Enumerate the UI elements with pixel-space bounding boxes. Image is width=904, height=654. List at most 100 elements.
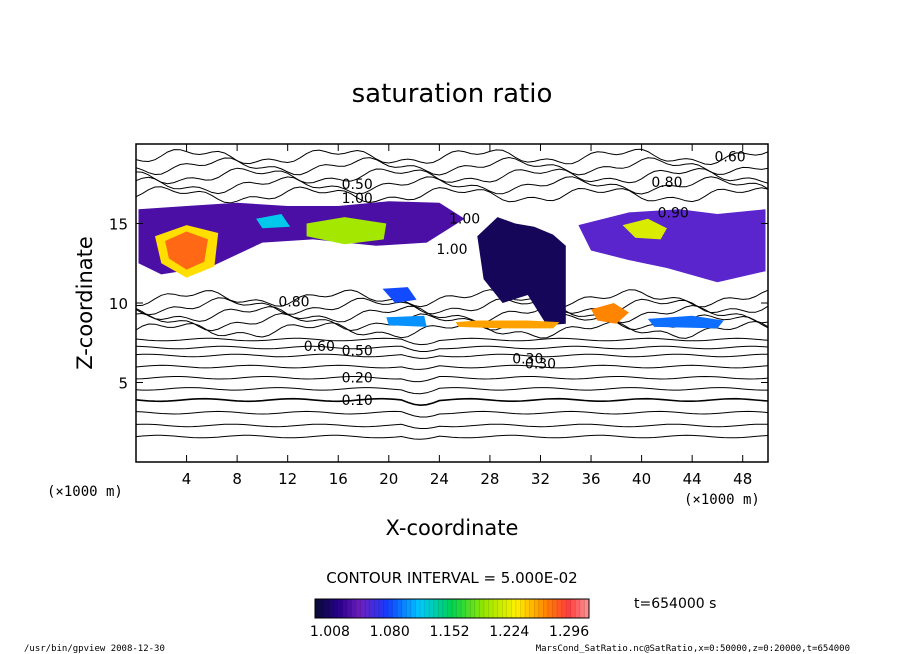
colorbar-cell (438, 599, 444, 618)
contour-line (136, 434, 768, 440)
colorbar-cell (520, 599, 526, 618)
colorbar-cell (374, 599, 380, 618)
contour-line (136, 186, 768, 204)
contour-line (136, 148, 768, 166)
colorbar-cell (525, 599, 530, 618)
y-axis-label: Z-coordinate (73, 236, 97, 370)
x-tick-label: 4 (182, 470, 192, 488)
colorbar-cell (488, 599, 494, 618)
contour-lines (136, 148, 768, 440)
footer-right: MarsCond_SatRatio.nc@SatRatio,x=0:50000,… (536, 644, 850, 654)
colorbar-cell (383, 599, 389, 618)
fill-region (647, 315, 724, 329)
colorbar-cell (511, 599, 517, 618)
contour-label: 0.60 (304, 339, 335, 355)
colorbar-cell (579, 599, 585, 618)
y-tick-label: 10 (109, 295, 128, 313)
colorbar-cell (429, 599, 435, 618)
colorbar-cell (410, 599, 416, 618)
colorbar-cell (433, 599, 439, 618)
fill-region (455, 320, 560, 329)
contour-line (136, 167, 768, 185)
y-unit-label: (×1000 m) (47, 484, 123, 500)
footer-left: /usr/bin/gpview 2008-12-30 (24, 644, 165, 654)
contour-label: 0.80 (651, 175, 682, 191)
colorbar-cell (360, 599, 366, 618)
colorbar-cell (401, 599, 407, 618)
colorbar-cell (497, 599, 503, 618)
colorbar-cell (479, 599, 485, 618)
colorbar-cell (424, 599, 430, 618)
colorbar-cell (442, 599, 448, 618)
x-tick-label: 48 (733, 470, 752, 488)
x-tick-label: 32 (531, 470, 550, 488)
colorbar-cell (392, 599, 398, 618)
contour-label: 1.00 (436, 242, 467, 258)
x-tick-label: 24 (430, 470, 449, 488)
contour-line (136, 176, 768, 195)
colorbar-cell (557, 599, 562, 618)
contour-line (136, 304, 768, 324)
colorbar-cell (534, 599, 540, 618)
x-tick-label: 8 (232, 470, 242, 488)
x-tick-label: 12 (278, 470, 297, 488)
colorbar-cell (502, 599, 508, 618)
colorbar-tick-label: 1.224 (489, 624, 529, 640)
colorbar-cell (474, 599, 480, 618)
colorbar-cell (328, 599, 334, 618)
contour-label: 0.90 (658, 205, 689, 221)
colorbar-cell (493, 599, 498, 618)
chart-title: saturation ratio (352, 79, 553, 109)
contour-label: 0.50 (342, 344, 373, 360)
contour-line (136, 320, 768, 339)
contour-line (136, 297, 768, 316)
contour-line (136, 423, 768, 429)
colorbar-cell (465, 599, 471, 618)
colorbar-cell (566, 599, 572, 618)
colorbar-cell (561, 599, 567, 618)
plot-area: 0.10 0.20 0.30 0.50 0.60 0.30 0.80 0.80 0.90 0.60… (136, 148, 768, 440)
fill-region (306, 217, 387, 245)
x-tick-label: 16 (329, 470, 348, 488)
colorbar-cell (388, 599, 393, 618)
colorbar-cell (415, 599, 421, 618)
colorbar-cell (319, 599, 325, 618)
colorbar-tick-label: 1.080 (370, 624, 410, 640)
y-tick-label: 15 (109, 216, 128, 234)
fill-region (138, 201, 465, 275)
colorbar-cell (506, 599, 512, 618)
colorbar-cell (342, 599, 348, 618)
colorbar-cell (470, 599, 476, 618)
colorbar-cell (515, 599, 521, 618)
colorbar-cell (538, 599, 544, 618)
contour-line (136, 353, 768, 359)
colorbar-cell (552, 599, 558, 618)
contour-label: 0.30 (512, 352, 543, 368)
x-tick-label: 28 (480, 470, 499, 488)
colorbar-tick-label: 1.152 (429, 624, 469, 640)
colorbar-frame (314, 598, 590, 619)
fill-region (386, 315, 427, 327)
colorbar-cell (575, 599, 581, 618)
colorbar-cell (365, 599, 371, 618)
colorbar-cell (333, 599, 339, 618)
x-tick-label: 20 (379, 470, 398, 488)
colorbar-tick-label: 1.008 (310, 624, 350, 640)
fill-region (622, 218, 667, 240)
contour-label: 0.30 (525, 356, 556, 372)
x-axis-ticks: 4 8 12 16 20 24 28 32 36 40 44 48 (182, 144, 752, 488)
contour-labels: 0.10 0.20 0.30 0.50 0.60 0.30 0.80 0.80 0.90 0.60… (278, 150, 745, 409)
colorbar-ticks: 1.008 1.080 1.152 1.224 1.296 (310, 624, 589, 640)
colorbar-cell (461, 599, 466, 618)
contour-line (136, 410, 768, 418)
colorbar-cell (543, 599, 549, 618)
colorbar-cell (406, 599, 412, 618)
fill-region (256, 214, 291, 229)
colorbar-cell (369, 599, 375, 618)
contour-line (136, 337, 768, 346)
contour-label: 1.00 (449, 212, 480, 228)
contour-label: 0.20 (342, 371, 373, 387)
contour-line (136, 156, 768, 176)
contour-line (136, 387, 768, 395)
